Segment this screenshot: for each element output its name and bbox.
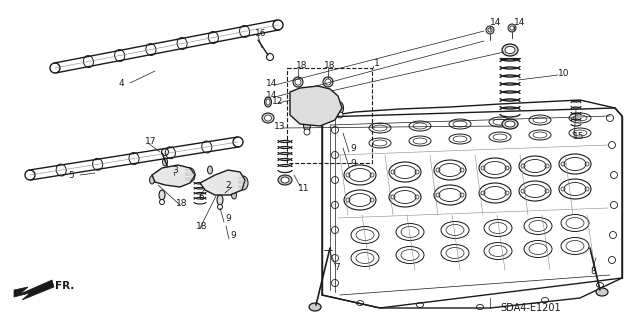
Text: 14: 14: [266, 91, 277, 100]
Ellipse shape: [159, 190, 165, 200]
Ellipse shape: [166, 171, 178, 181]
Ellipse shape: [502, 44, 518, 56]
Text: 12: 12: [272, 97, 284, 106]
Text: 14: 14: [266, 78, 277, 87]
Polygon shape: [14, 280, 54, 300]
Text: FR.: FR.: [55, 281, 74, 291]
Ellipse shape: [151, 174, 159, 182]
Ellipse shape: [323, 77, 333, 87]
Text: 15: 15: [573, 132, 584, 140]
Text: 18: 18: [176, 198, 188, 207]
Ellipse shape: [281, 177, 289, 183]
Ellipse shape: [486, 26, 494, 34]
Ellipse shape: [218, 204, 223, 210]
Ellipse shape: [207, 166, 212, 174]
Text: 1: 1: [374, 59, 380, 68]
Ellipse shape: [217, 195, 223, 205]
Ellipse shape: [238, 176, 248, 190]
Text: 3: 3: [172, 165, 178, 174]
Text: 9: 9: [230, 230, 236, 239]
Ellipse shape: [502, 119, 518, 129]
Ellipse shape: [264, 97, 271, 107]
Ellipse shape: [219, 180, 225, 185]
Text: 8: 8: [590, 267, 596, 276]
Text: 16: 16: [255, 28, 266, 37]
Ellipse shape: [508, 24, 516, 32]
Ellipse shape: [303, 119, 310, 131]
Text: 9: 9: [350, 143, 356, 153]
Polygon shape: [290, 86, 342, 126]
Ellipse shape: [295, 79, 301, 85]
Ellipse shape: [505, 46, 515, 53]
Ellipse shape: [264, 115, 271, 121]
Ellipse shape: [510, 26, 514, 30]
Ellipse shape: [266, 99, 270, 105]
Text: 18: 18: [196, 221, 207, 230]
Text: SDA4-E1201: SDA4-E1201: [500, 303, 561, 313]
Text: 5: 5: [68, 171, 74, 180]
Ellipse shape: [262, 113, 274, 123]
Ellipse shape: [232, 191, 237, 199]
Ellipse shape: [185, 168, 195, 182]
Text: 7: 7: [334, 263, 340, 273]
Text: 11: 11: [298, 183, 310, 193]
Polygon shape: [322, 100, 622, 308]
Ellipse shape: [337, 102, 344, 114]
Ellipse shape: [505, 121, 515, 127]
Ellipse shape: [337, 112, 343, 118]
Ellipse shape: [304, 129, 310, 135]
Text: 14: 14: [490, 18, 501, 27]
Ellipse shape: [301, 92, 329, 120]
Ellipse shape: [488, 28, 492, 32]
Text: 17: 17: [145, 137, 157, 146]
Ellipse shape: [278, 175, 292, 185]
Bar: [287, 68, 372, 163]
Text: 18: 18: [324, 60, 335, 69]
Text: 9: 9: [350, 158, 356, 167]
Polygon shape: [200, 170, 245, 195]
Ellipse shape: [150, 176, 154, 184]
Ellipse shape: [596, 288, 608, 296]
Text: 10: 10: [558, 68, 570, 77]
Ellipse shape: [163, 158, 168, 166]
Ellipse shape: [216, 177, 228, 187]
Text: 2: 2: [225, 180, 230, 189]
Ellipse shape: [325, 79, 331, 85]
Text: 13: 13: [274, 122, 285, 131]
Ellipse shape: [159, 199, 164, 204]
Ellipse shape: [293, 77, 303, 87]
Ellipse shape: [309, 303, 321, 311]
Text: 18: 18: [296, 60, 307, 69]
Text: 4: 4: [119, 78, 125, 87]
Text: 6: 6: [198, 193, 204, 202]
Polygon shape: [152, 165, 195, 187]
Text: 14: 14: [514, 18, 525, 27]
Text: 9: 9: [225, 213, 231, 222]
Ellipse shape: [169, 173, 175, 179]
